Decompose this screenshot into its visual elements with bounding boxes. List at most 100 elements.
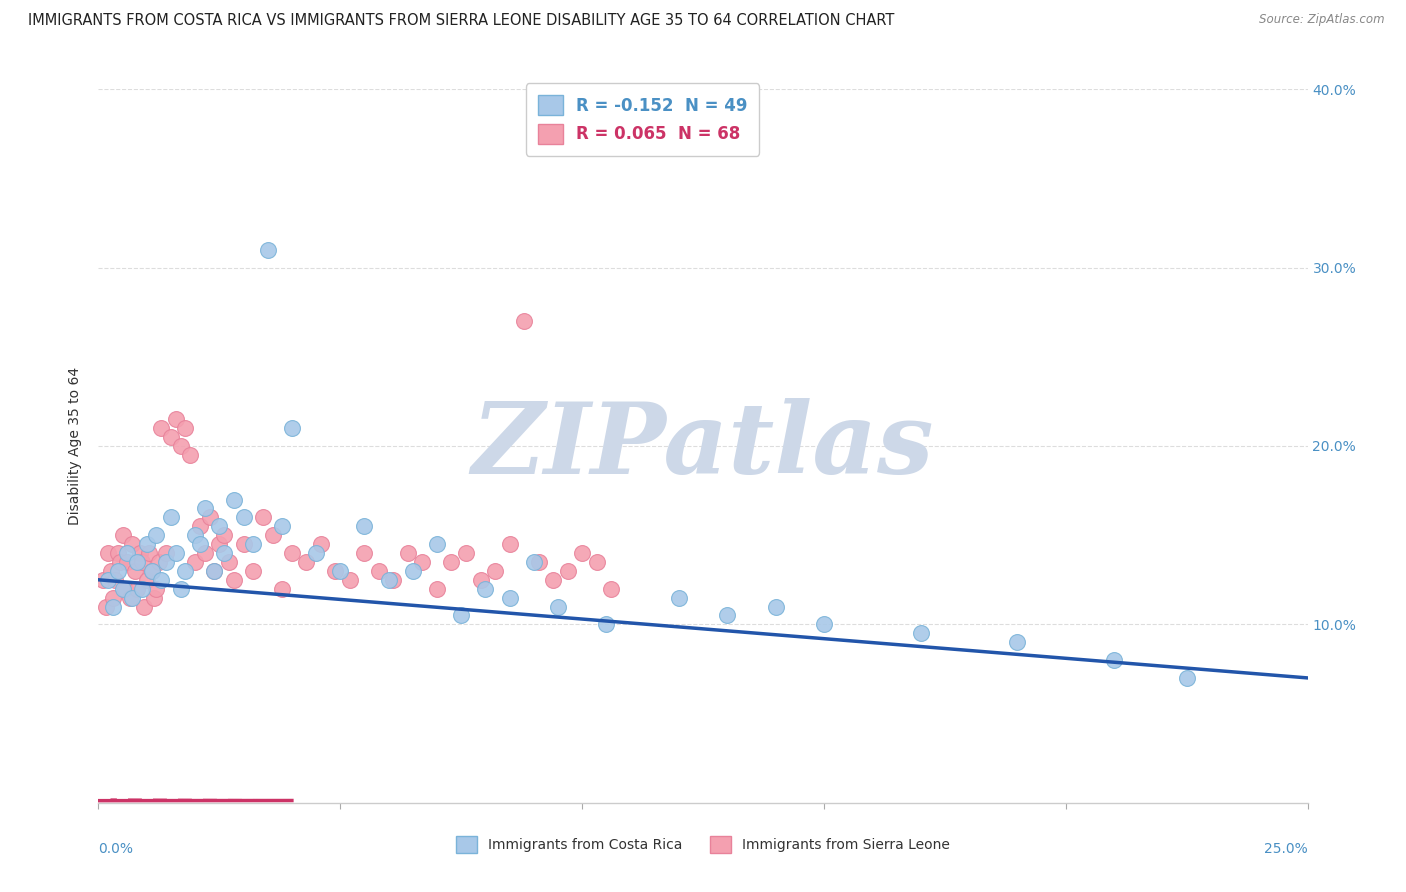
- Point: [138, 546, 160, 560]
- Point: [107, 564, 129, 578]
- Point: [208, 537, 231, 551]
- Point: [585, 555, 607, 569]
- Point: [262, 528, 284, 542]
- Point: [169, 439, 191, 453]
- Point: [100, 564, 122, 578]
- Point: [498, 537, 520, 551]
- Point: [396, 546, 419, 560]
- Point: [174, 564, 197, 578]
- Point: [135, 537, 157, 551]
- Point: [145, 582, 167, 596]
- Point: [411, 555, 433, 569]
- Point: [117, 555, 139, 569]
- Point: [141, 564, 163, 578]
- Point: [222, 573, 245, 587]
- Point: [148, 555, 170, 569]
- Point: [155, 555, 177, 569]
- Point: [155, 546, 177, 560]
- Point: [104, 573, 127, 587]
- Point: [484, 564, 506, 578]
- Point: [498, 591, 520, 605]
- Point: [108, 555, 131, 569]
- Point: [325, 564, 347, 578]
- Point: [557, 564, 579, 578]
- Text: 0.0%: 0.0%: [98, 842, 134, 856]
- Point: [547, 599, 569, 614]
- Point: [910, 626, 932, 640]
- Point: [765, 599, 787, 614]
- Point: [353, 546, 375, 560]
- Point: [454, 546, 477, 560]
- Point: [450, 608, 472, 623]
- Point: [121, 537, 143, 551]
- Text: Source: ZipAtlas.com: Source: ZipAtlas.com: [1260, 13, 1385, 27]
- Point: [97, 546, 120, 560]
- Point: [377, 573, 399, 587]
- Point: [150, 573, 173, 587]
- Point: [165, 546, 187, 560]
- Point: [204, 564, 226, 578]
- Point: [222, 492, 245, 507]
- Point: [813, 617, 835, 632]
- Y-axis label: Disability Age 35 to 64: Disability Age 35 to 64: [69, 367, 83, 525]
- Point: [208, 519, 231, 533]
- Point: [174, 421, 197, 435]
- Point: [668, 591, 690, 605]
- Point: [212, 528, 235, 542]
- Point: [184, 555, 207, 569]
- Point: [118, 591, 141, 605]
- Point: [204, 564, 226, 578]
- Point: [212, 546, 235, 560]
- Point: [184, 528, 207, 542]
- Point: [194, 546, 217, 560]
- Point: [402, 564, 425, 578]
- Point: [1175, 671, 1198, 685]
- Point: [121, 591, 143, 605]
- Point: [281, 421, 304, 435]
- Point: [188, 519, 211, 533]
- Point: [111, 528, 134, 542]
- Point: [242, 537, 264, 551]
- Point: [160, 510, 183, 524]
- Point: [128, 546, 150, 560]
- Point: [101, 599, 124, 614]
- Legend: Immigrants from Costa Rica, Immigrants from Sierra Leone: Immigrants from Costa Rica, Immigrants f…: [449, 830, 957, 860]
- Point: [150, 421, 173, 435]
- Point: [179, 448, 201, 462]
- Point: [382, 573, 405, 587]
- Text: IMMIGRANTS FROM COSTA RICA VS IMMIGRANTS FROM SIERRA LEONE DISABILITY AGE 35 TO : IMMIGRANTS FROM COSTA RICA VS IMMIGRANTS…: [28, 13, 894, 29]
- Point: [716, 608, 738, 623]
- Point: [188, 537, 211, 551]
- Point: [571, 546, 593, 560]
- Point: [94, 599, 117, 614]
- Point: [160, 430, 183, 444]
- Text: ZIPatlas: ZIPatlas: [472, 398, 934, 494]
- Point: [107, 546, 129, 560]
- Point: [218, 555, 240, 569]
- Point: [474, 582, 496, 596]
- Point: [127, 555, 149, 569]
- Point: [309, 537, 332, 551]
- Point: [523, 555, 546, 569]
- Point: [541, 573, 564, 587]
- Point: [595, 617, 617, 632]
- Point: [232, 510, 254, 524]
- Point: [242, 564, 264, 578]
- Point: [368, 564, 391, 578]
- Point: [329, 564, 352, 578]
- Point: [513, 314, 536, 328]
- Point: [198, 510, 221, 524]
- Point: [131, 555, 153, 569]
- Text: 25.0%: 25.0%: [1264, 842, 1308, 856]
- Point: [353, 519, 375, 533]
- Point: [143, 591, 166, 605]
- Point: [252, 510, 274, 524]
- Point: [165, 412, 187, 426]
- Point: [101, 591, 124, 605]
- Point: [1007, 635, 1029, 649]
- Point: [127, 582, 149, 596]
- Point: [111, 582, 134, 596]
- Point: [305, 546, 328, 560]
- Point: [440, 555, 463, 569]
- Point: [114, 582, 136, 596]
